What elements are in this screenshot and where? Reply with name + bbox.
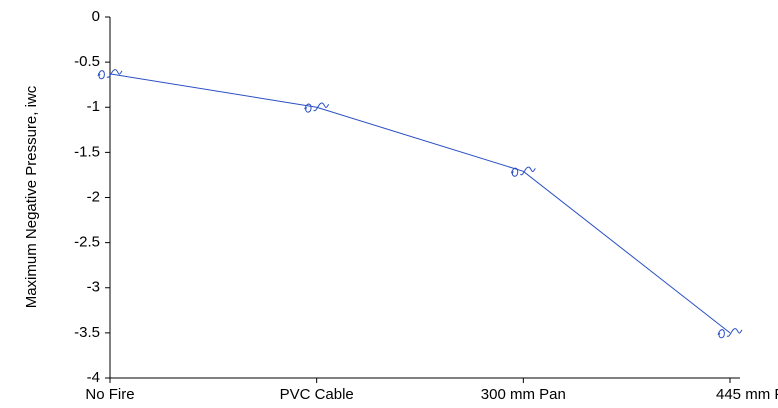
y-tick-label: -4 xyxy=(87,369,100,386)
y-axis-label: Maximum Negative Pressure, iwc xyxy=(23,85,40,308)
y-tick-label: -1.5 xyxy=(74,143,100,160)
y-tick-label: 0 xyxy=(92,8,100,25)
y-tick-label: -2 xyxy=(87,188,100,205)
marker xyxy=(717,328,743,339)
x-tick-label: 300 mm Pan xyxy=(481,386,566,403)
marker xyxy=(304,102,330,113)
y-tick-label: -3 xyxy=(87,279,100,296)
x-tick-label: 445 mm Pan xyxy=(716,386,778,403)
marker xyxy=(97,69,123,80)
line xyxy=(109,73,731,334)
y-tick-label: -1 xyxy=(87,98,100,115)
x-tick-label: PVC Cable xyxy=(280,386,354,403)
y-tick-label: -2.5 xyxy=(74,234,100,251)
marker xyxy=(510,166,536,177)
x-tick-label: No Fire xyxy=(85,386,134,403)
y-tick-label: -0.5 xyxy=(74,53,100,70)
y-tick-label: -3.5 xyxy=(74,324,100,341)
